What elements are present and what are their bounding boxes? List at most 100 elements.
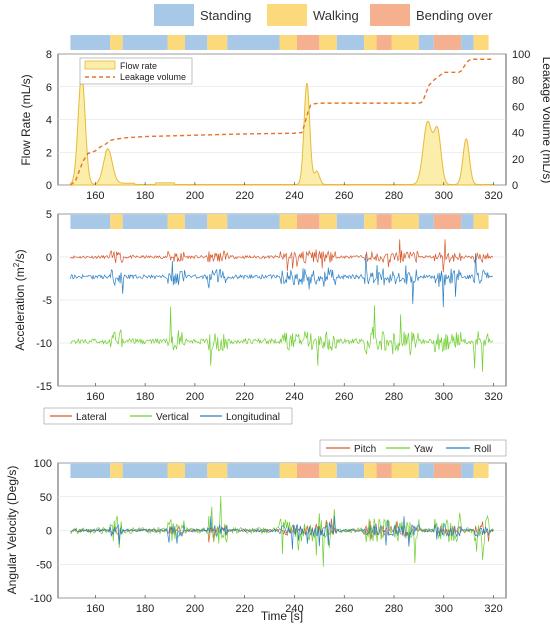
p1-xtick-label-0: 160: [86, 190, 104, 202]
p3-xtick-label-6: 280: [385, 603, 403, 615]
panel1-legend: Flow rate Leakage volume: [79, 57, 193, 85]
leakage-volume-line: [70, 58, 494, 186]
p1-segment-8: [296, 35, 320, 50]
p3-xtick-label-5: 260: [335, 603, 353, 615]
p3-xtick-label-0: 160: [86, 603, 104, 615]
p1-segment-11: [364, 35, 377, 50]
p1-ytick-right-label-0: 0: [512, 180, 518, 192]
p1-xtick-label-6: 280: [385, 190, 403, 202]
panel1-x-ticks: 160 180 200 220 240 260 280 300 320: [86, 182, 503, 202]
legend-swatch-bending-over: [370, 4, 410, 26]
p3-segment-16: [461, 463, 474, 478]
p1-segment-15: [433, 35, 462, 50]
p2-segment-4: [184, 214, 208, 229]
p2-xtick-label-5: 260: [335, 391, 353, 403]
p1-xtick-label-3: 220: [235, 190, 253, 202]
p1-ytick-label-4: 8: [46, 49, 52, 61]
p2-ytick-label-4: -15: [36, 381, 52, 393]
p2-xtick-label-7: 300: [435, 391, 453, 403]
p1-segment-5: [207, 35, 228, 50]
legend-vertical-label: Vertical: [156, 412, 189, 423]
p1-ytick-right-label-5: 100: [512, 49, 530, 61]
p2-xtick-label-3: 220: [235, 391, 253, 403]
p1-ytick-label-3: 6: [46, 82, 52, 94]
legend-longitudinal-label: Longitudinal: [226, 412, 280, 423]
p2-segment-11: [364, 214, 377, 229]
angular-velocity-roll-line: [70, 516, 494, 550]
p3-xtick-label-3: 220: [235, 603, 253, 615]
p1-xtick-label-2: 200: [186, 190, 204, 202]
p3-segment-14: [418, 463, 434, 478]
acceleration-vertical-line: [70, 305, 494, 372]
legend-swatch-walking: [267, 4, 307, 26]
panel3-activity-bar: [70, 463, 489, 478]
panel2-legend: Lateral Vertical Longitudinal: [43, 407, 293, 425]
p1-ytick-right-label-3: 60: [512, 101, 524, 113]
p2-segment-14: [418, 214, 434, 229]
p3-segment-8: [296, 463, 320, 478]
p2-segment-9: [319, 214, 337, 229]
p3-segment-6: [227, 463, 280, 478]
p3-segment-11: [364, 463, 377, 478]
acceleration-axis-label: Acceleration (m2/s): [12, 249, 27, 350]
p2-ytick-label-1: 0: [46, 252, 52, 264]
p3-ytick-label-2: 0: [46, 526, 52, 538]
p2-segment-8: [296, 214, 320, 229]
p2-xtick-label-4: 240: [285, 391, 303, 403]
legend-swatch-standing: [154, 4, 194, 26]
time-axis-label: Time [s]: [261, 609, 303, 623]
p3-segment-9: [319, 463, 337, 478]
legend-pitch-label: Pitch: [354, 444, 376, 455]
p3-xtick-label-1: 180: [136, 603, 154, 615]
p1-ytick-right-label-2: 40: [512, 128, 524, 140]
p1-segment-7: [279, 35, 297, 50]
p3-xtick-label-8: 320: [484, 603, 502, 615]
acceleration-series: [70, 239, 494, 372]
p3-segment-15: [433, 463, 462, 478]
p3-segment-12: [376, 463, 392, 478]
p1-xtick-label-4: 240: [285, 190, 303, 202]
panel1-y-right-ticks: 0 20 40 60 80 100: [512, 49, 530, 192]
legend-roll-label: Roll: [474, 444, 491, 455]
p1-segment-4: [184, 35, 208, 50]
p3-segment-10: [336, 463, 365, 478]
p2-segment-16: [461, 214, 474, 229]
p2-ytick-label-2: -5: [42, 295, 52, 307]
p2-segment-12: [376, 214, 392, 229]
p3-xtick-label-4: 240: [285, 603, 303, 615]
legend-label-walking: Walking: [313, 8, 359, 23]
legend-flow-rate-swatch: [84, 60, 116, 70]
p2-segment-2: [122, 214, 168, 229]
angular-velocity-axis-label: Angular Velocity (Deg/s): [5, 466, 19, 595]
p2-xtick-label-6: 280: [385, 391, 403, 403]
p2-segment-7: [279, 214, 297, 229]
p1-ytick-label-1: 2: [46, 147, 52, 159]
angular-velocity-panel: 100 50 0 -50 -100 160 180 200 220 240 260 280 300 32…: [5, 439, 507, 623]
legend-label-bending-over: Bending over: [416, 8, 493, 23]
p2-segment-1: [110, 214, 123, 229]
p3-xtick-label-2: 200: [186, 603, 204, 615]
p2-segment-0: [70, 214, 111, 229]
legend-lateral-label: Lateral: [76, 412, 107, 423]
p1-ytick-right-label-4: 80: [512, 75, 524, 87]
activity-legend: Standing Walking Bending over: [0, 0, 550, 32]
angular-velocity-yaw-line: [70, 495, 494, 567]
legend-leakage-label: Leakage volume: [120, 72, 186, 82]
p1-segment-0: [70, 35, 111, 50]
p2-segment-3: [167, 214, 185, 229]
p3-ytick-label-1: 50: [40, 492, 52, 504]
flow-rate-series: [69, 73, 495, 186]
p3-segment-17: [473, 463, 489, 478]
p3-segment-5: [207, 463, 228, 478]
p3-segment-7: [279, 463, 297, 478]
p1-segment-13: [391, 35, 419, 50]
legend-yaw-label: Yaw: [414, 444, 433, 455]
legend-label-standing: Standing: [200, 8, 251, 23]
panel2-x-ticks: 160 180 200 220 240 260 280 300 320: [86, 383, 503, 403]
flow-rate-area: [69, 73, 495, 186]
p2-xtick-label-0: 160: [86, 391, 104, 403]
leakage-volume-series: [70, 58, 494, 186]
p3-segment-2: [122, 463, 168, 478]
p2-segment-15: [433, 214, 462, 229]
